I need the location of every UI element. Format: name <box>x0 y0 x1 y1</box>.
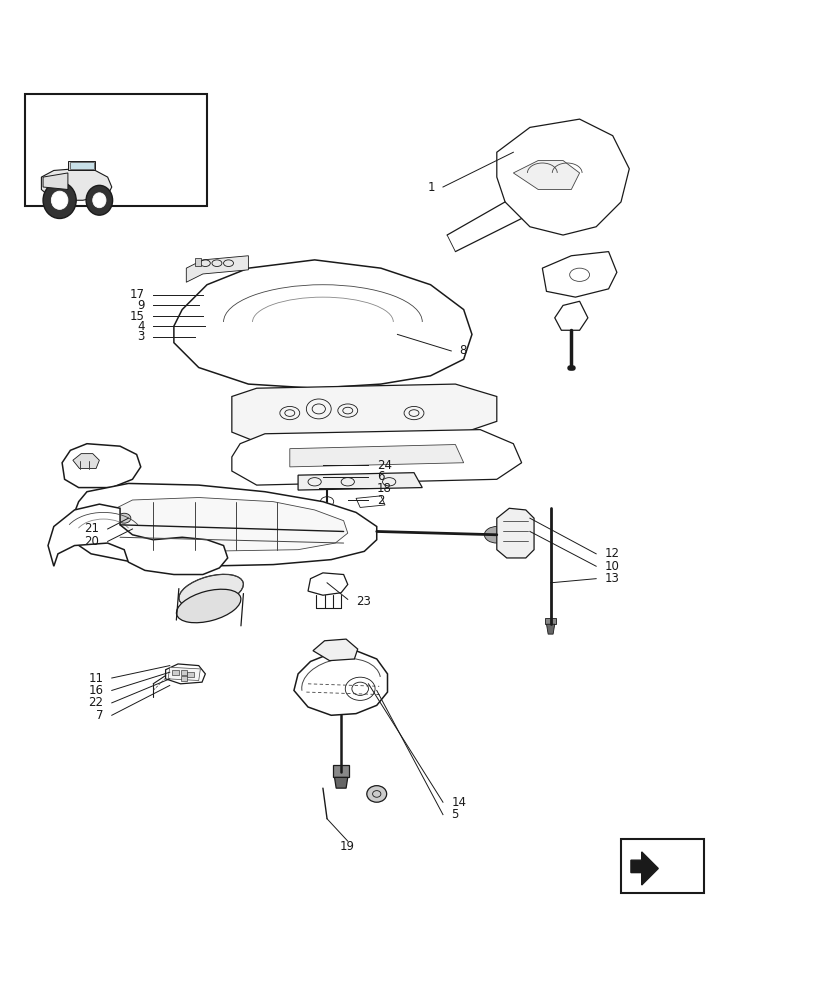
Polygon shape <box>298 473 422 490</box>
Polygon shape <box>542 252 616 297</box>
Text: 19: 19 <box>339 840 354 853</box>
Polygon shape <box>308 573 347 595</box>
Polygon shape <box>68 161 95 170</box>
Polygon shape <box>334 777 347 788</box>
Polygon shape <box>62 444 141 488</box>
Polygon shape <box>69 162 93 169</box>
Polygon shape <box>289 445 463 467</box>
Ellipse shape <box>366 786 386 802</box>
Polygon shape <box>546 624 554 634</box>
Text: 11: 11 <box>88 672 103 685</box>
Ellipse shape <box>51 191 68 209</box>
Polygon shape <box>554 301 587 330</box>
Polygon shape <box>70 483 376 566</box>
Polygon shape <box>544 618 556 624</box>
Text: 8: 8 <box>459 344 466 357</box>
Polygon shape <box>180 676 187 681</box>
Polygon shape <box>356 496 385 507</box>
Polygon shape <box>630 852 657 885</box>
Bar <box>620 839 703 893</box>
Text: 20: 20 <box>84 535 99 548</box>
Text: 18: 18 <box>376 482 391 495</box>
Polygon shape <box>186 256 248 282</box>
Text: 16: 16 <box>88 684 103 697</box>
Polygon shape <box>232 430 521 485</box>
Polygon shape <box>48 504 227 575</box>
Polygon shape <box>180 670 187 675</box>
Polygon shape <box>73 454 99 469</box>
Text: 4: 4 <box>137 320 145 333</box>
Ellipse shape <box>86 185 112 215</box>
Polygon shape <box>232 384 496 442</box>
Text: 17: 17 <box>130 288 145 301</box>
Polygon shape <box>43 173 68 190</box>
Polygon shape <box>294 651 387 715</box>
Text: 5: 5 <box>451 808 458 821</box>
Ellipse shape <box>93 193 106 208</box>
Polygon shape <box>187 672 194 677</box>
Polygon shape <box>496 508 533 558</box>
Polygon shape <box>168 667 200 681</box>
Polygon shape <box>332 765 349 777</box>
Polygon shape <box>194 258 201 266</box>
Polygon shape <box>41 169 112 200</box>
Text: 15: 15 <box>130 310 145 323</box>
Text: 13: 13 <box>604 572 619 585</box>
Text: 7: 7 <box>96 709 103 722</box>
Text: 3: 3 <box>137 330 145 343</box>
Text: 9: 9 <box>137 299 145 312</box>
Text: 24: 24 <box>376 459 391 472</box>
Text: 6: 6 <box>376 470 384 483</box>
Polygon shape <box>513 161 579 190</box>
Bar <box>25 94 207 206</box>
Text: 21: 21 <box>84 522 99 535</box>
Polygon shape <box>496 119 629 235</box>
Polygon shape <box>172 670 179 675</box>
Ellipse shape <box>176 589 241 623</box>
Text: 12: 12 <box>604 547 619 560</box>
Text: 22: 22 <box>88 696 103 709</box>
Polygon shape <box>174 260 471 388</box>
Text: 2: 2 <box>376 494 384 507</box>
Text: 10: 10 <box>604 560 619 573</box>
Polygon shape <box>103 498 347 551</box>
Polygon shape <box>313 639 357 661</box>
Ellipse shape <box>117 513 131 523</box>
Polygon shape <box>165 664 205 684</box>
Ellipse shape <box>43 182 76 218</box>
Text: 14: 14 <box>451 796 466 809</box>
Ellipse shape <box>179 574 243 608</box>
Text: 23: 23 <box>356 595 370 608</box>
Text: 1: 1 <box>427 181 434 194</box>
Ellipse shape <box>484 526 509 543</box>
